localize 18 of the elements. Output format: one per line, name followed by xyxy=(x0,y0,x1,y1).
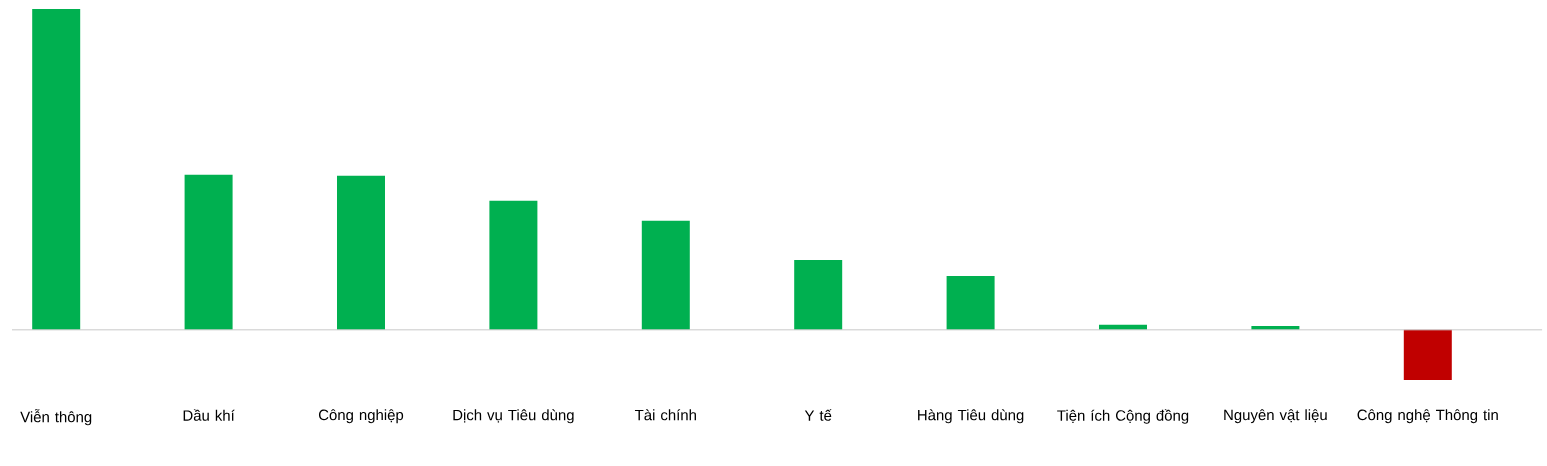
bar xyxy=(337,175,385,330)
x-tick-label: Tài chính xyxy=(634,409,696,421)
x-tick-label: Công nghệ Thông tin xyxy=(1357,409,1498,424)
x-tick-label: Nguyên vật liệu xyxy=(1224,409,1327,424)
bar xyxy=(946,275,995,330)
bar xyxy=(794,259,843,330)
bar xyxy=(489,200,538,330)
x-tick-label: Hàng Tiêu dùng xyxy=(918,409,1024,424)
bar xyxy=(1403,329,1452,380)
x-tick-label: Viễn thông xyxy=(20,409,92,426)
x-tick-label: Tiện ích Cộng đồng xyxy=(1057,409,1189,424)
bar xyxy=(184,174,233,330)
bar xyxy=(32,9,81,330)
x-tick-label: Dầu khí xyxy=(183,409,235,421)
x-tick-label: Công nghiệp xyxy=(318,409,404,424)
x-tick-label: Y tế xyxy=(804,409,832,421)
bar xyxy=(641,220,690,330)
x-tick-label: Dịch vụ Tiêu dùng xyxy=(453,409,574,424)
